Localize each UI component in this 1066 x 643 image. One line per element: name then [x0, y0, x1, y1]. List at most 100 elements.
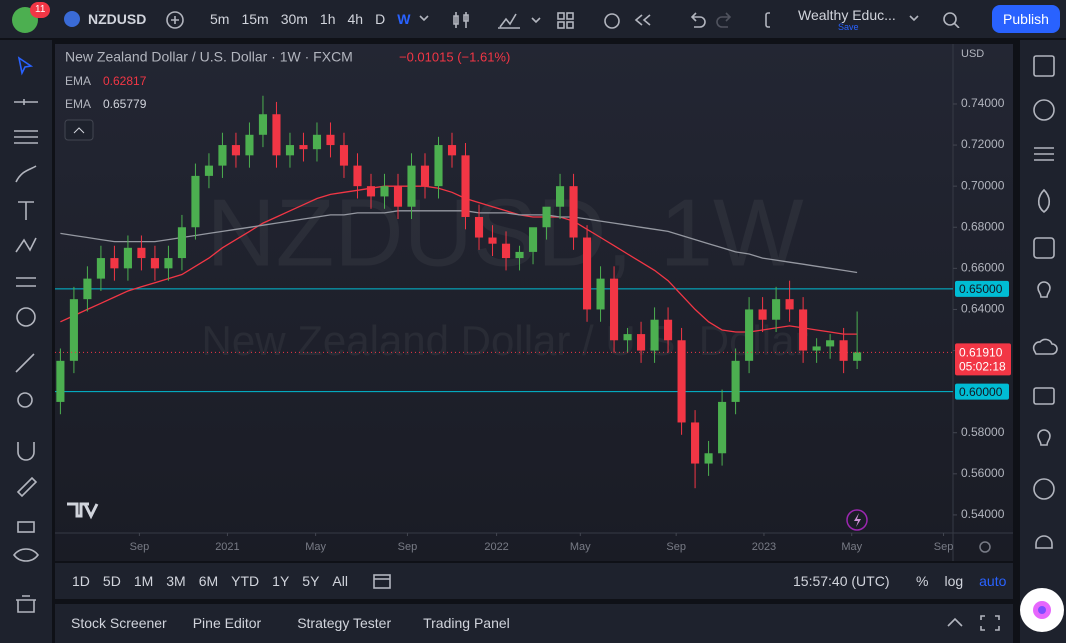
candle-body [137, 247, 146, 259]
publish-button[interactable]: Publish [992, 5, 1060, 33]
candle-body [110, 258, 119, 269]
candle-body [353, 165, 362, 187]
save-label[interactable]: Save [838, 22, 859, 32]
x-tick-label: May [305, 541, 326, 553]
range-button[interactable]: 3M [166, 573, 186, 589]
last-price-label: 0.61910 [959, 346, 1003, 360]
candle-body [772, 299, 781, 320]
collapse-button[interactable] [64, 119, 94, 141]
candle-body [528, 227, 538, 252]
candle-body [704, 453, 713, 464]
range-button[interactable]: 5D [102, 573, 121, 589]
scale-button[interactable]: log [944, 573, 964, 589]
candle-body [380, 186, 389, 197]
candle-body [596, 278, 605, 310]
right-toolbar [1020, 40, 1066, 643]
indicator-value: 0.62817 [103, 74, 147, 88]
clock[interactable]: 15:57:40 (UTC) [793, 573, 890, 589]
range-button[interactable]: 1Y [272, 573, 290, 589]
candle-body [447, 145, 457, 156]
y-tick-label: 0.58000 [961, 425, 1005, 439]
candle-body [123, 247, 132, 269]
y-tick-label: 0.66000 [961, 261, 1005, 275]
interval-list: 5m 15m 30m 1h 4h D W [210, 11, 410, 27]
candle-body [745, 309, 754, 361]
candle-body [488, 237, 497, 244]
interval-button[interactable]: 30m [280, 11, 308, 27]
y-tick-label: 0.74000 [961, 96, 1005, 110]
drawing-tools [12, 56, 40, 613]
range-button[interactable]: YTD [231, 573, 260, 589]
tab[interactable]: Trading Panel [423, 615, 510, 631]
candle-body [582, 237, 592, 310]
candle-body [245, 134, 254, 156]
interval-button[interactable]: 15m [241, 11, 269, 27]
countdown: 05:02:18 [959, 360, 1006, 374]
tab[interactable]: Strategy Tester [297, 615, 392, 631]
candle-body [299, 145, 308, 150]
price-label: 0.65000 [959, 282, 1003, 296]
layout-name[interactable]: Wealthy Educ... [798, 7, 896, 23]
settings-icon[interactable] [979, 541, 991, 553]
candle-body [218, 145, 227, 166]
range-button[interactable]: 1M [133, 573, 154, 589]
x-tick-label: 2023 [752, 541, 776, 553]
interval-button[interactable]: D [375, 11, 386, 27]
candle-body [150, 258, 159, 269]
plot [55, 95, 953, 489]
candle-body [812, 346, 821, 351]
x-tick-label: Sep [130, 541, 150, 553]
change-label: −0.01015 (−1.61%) [399, 49, 510, 64]
scale-button[interactable]: % [916, 573, 929, 589]
date-range-icon[interactable] [372, 572, 392, 590]
watermark-subtitle: New Zealand Dollar / U.S. Dollar [202, 317, 809, 364]
currency-label[interactable]: USD [961, 48, 984, 60]
indicator-value: 0.65779 [103, 97, 147, 111]
chart-title: New Zealand Dollar / U.S. Dollar · 1W · … [65, 49, 353, 65]
y-tick-label: 0.54000 [961, 507, 1005, 521]
range-button[interactable]: All [332, 573, 348, 589]
price-label-box [955, 383, 1009, 400]
candle-body [191, 175, 200, 228]
candle-body [718, 401, 727, 454]
interval-button[interactable]: 4h [347, 11, 364, 27]
price-label-box [955, 280, 1009, 297]
candle-body [650, 319, 659, 351]
range-button[interactable]: 1D [72, 573, 90, 589]
range-button[interactable]: 6M [198, 573, 219, 589]
last-price-box [955, 343, 1011, 376]
flag-icon [64, 11, 80, 27]
candle-body [799, 309, 808, 351]
dropdown-icon[interactable] [418, 12, 430, 26]
assistant-icon [1033, 601, 1051, 619]
left-toolbar [0, 40, 52, 643]
interval-button[interactable]: 1h [319, 11, 336, 27]
interval-button[interactable]: 5m [210, 11, 230, 27]
candle-body [83, 278, 92, 300]
candle-body [515, 251, 524, 259]
lightning-button[interactable] [846, 509, 868, 531]
candle-body [637, 334, 646, 351]
widget-icons [1032, 55, 1058, 549]
indicator-name: EMA [65, 97, 91, 111]
add-symbol-icon[interactable] [164, 9, 186, 31]
candle-body [623, 334, 632, 341]
symbol[interactable]: NZDUSD [88, 11, 147, 27]
y-tick-label: 0.56000 [961, 466, 1005, 480]
candle-body [177, 227, 186, 259]
tab[interactable]: Stock Screener [71, 615, 167, 631]
candle-body [96, 258, 105, 279]
y-tick-label: 0.68000 [961, 219, 1005, 233]
chart: NZDUSD, 1W New Zealand Dollar / U.S. Dol… [55, 44, 1013, 561]
range-button[interactable]: 5Y [302, 573, 320, 589]
candle-body [231, 145, 241, 156]
interval-button[interactable]: W [397, 11, 411, 27]
tab-bar [55, 604, 1013, 643]
tab[interactable]: Pine Editor [192, 615, 262, 631]
scale-button[interactable]: auto [979, 573, 1007, 589]
candle-body [542, 206, 551, 228]
x-tick-label: Sep [934, 541, 954, 553]
bottom-bar [55, 563, 1013, 599]
chart-background [55, 44, 1013, 561]
